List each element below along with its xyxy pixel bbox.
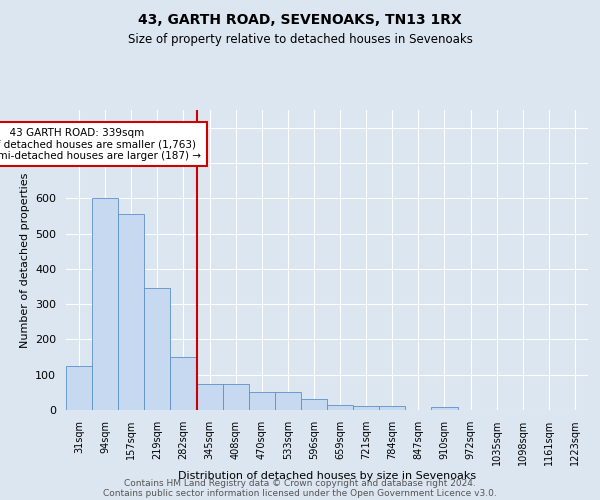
Bar [275, 392, 301, 410]
Bar [223, 384, 249, 410]
X-axis label: Distribution of detached houses by size in Sevenoaks: Distribution of detached houses by size … [178, 471, 476, 481]
Y-axis label: Number of detached properties: Number of detached properties [20, 172, 29, 348]
Text: 43, GARTH ROAD, SEVENOAKS, TN13 1RX: 43, GARTH ROAD, SEVENOAKS, TN13 1RX [138, 12, 462, 26]
Bar [353, 406, 379, 410]
Bar [327, 406, 353, 410]
Bar [118, 214, 145, 410]
Bar [301, 400, 327, 410]
Bar [92, 198, 118, 410]
Bar [170, 357, 197, 410]
Bar [249, 392, 275, 410]
Bar [431, 407, 458, 410]
Bar [66, 366, 92, 410]
Bar [197, 384, 223, 410]
Bar [379, 406, 406, 410]
Text: 43 GARTH ROAD: 339sqm
← 90% of detached houses are smaller (1,763)
10% of semi-d: 43 GARTH ROAD: 339sqm ← 90% of detached … [0, 128, 202, 161]
Text: Contains public sector information licensed under the Open Government Licence v3: Contains public sector information licen… [103, 488, 497, 498]
Bar [145, 288, 170, 410]
Text: Contains HM Land Registry data © Crown copyright and database right 2024.: Contains HM Land Registry data © Crown c… [124, 478, 476, 488]
Text: Size of property relative to detached houses in Sevenoaks: Size of property relative to detached ho… [128, 32, 472, 46]
